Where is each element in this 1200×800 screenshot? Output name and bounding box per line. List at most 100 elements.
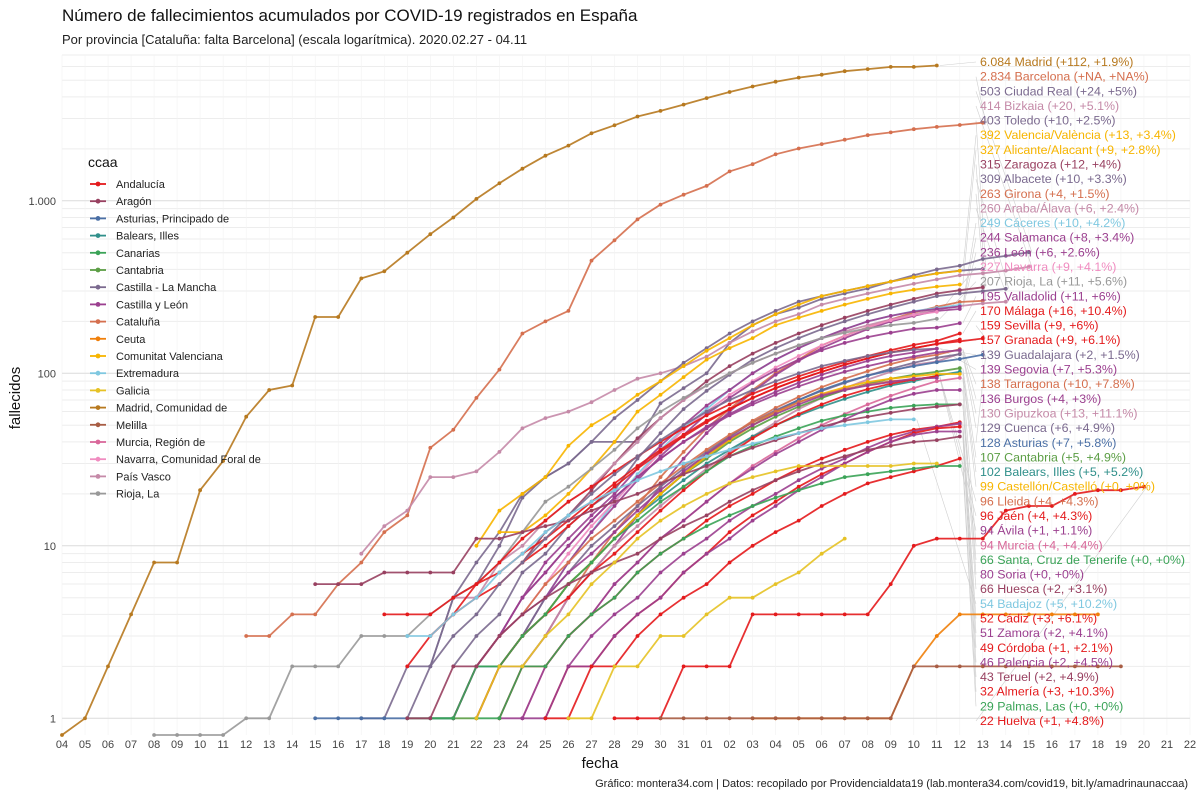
data-point [589,484,594,489]
data-point [888,716,893,721]
data-point [888,350,893,355]
data-point [727,388,732,392]
data-point [865,309,870,313]
series-melilla [658,664,1123,721]
y-axis-ticks: 1 10 100 1.000 [28,196,56,726]
legend-item: Ceuta [90,334,146,346]
data-point [773,357,778,362]
data-point [1073,612,1077,617]
data-point [957,456,962,461]
data-point [819,343,824,348]
data-point [934,350,939,355]
end-label: 236 León (+6, +2.6%) [980,245,1100,259]
series-huelva [612,484,1146,721]
data-point [497,582,502,586]
end-label: 195 Valladolid (+11, +6%) [980,289,1121,303]
data-point [865,297,870,301]
data-point [428,232,433,237]
label-connector [975,354,987,443]
legend-marker [95,474,101,479]
legend-marker [95,491,101,496]
data-point [888,359,893,363]
x-tick-label: 05 [79,739,91,751]
data-point [612,551,617,556]
data-point [842,362,847,367]
data-point [750,162,755,167]
data-point [888,362,893,366]
data-point [773,341,778,345]
data-point [842,413,847,418]
data-point [842,536,847,541]
data-point [681,426,686,431]
data-point [658,595,663,600]
data-point [819,369,824,374]
data-point [865,472,870,477]
data-point [474,612,479,617]
data-point [612,634,617,638]
end-label: 315 Zaragoza (+12, +4%) [980,158,1121,172]
data-point [773,379,778,384]
legend-label: Cataluña [116,317,161,329]
data-point [681,570,686,575]
data-point [957,402,962,407]
data-point [566,582,571,586]
data-point [658,488,663,493]
data-point [727,364,732,368]
data-point [865,364,870,368]
data-point [796,315,801,320]
data-point [842,319,847,324]
x-tick-label: 13 [977,739,989,751]
data-point [566,551,571,556]
data-point [497,612,502,617]
data-point [681,456,686,461]
legend-marker [95,353,101,359]
x-tick-label: 22 [470,739,482,751]
data-point [796,299,801,304]
data-point [980,285,985,290]
data-point [497,543,502,548]
data-point [566,409,571,414]
legend-item: Navarra, Comunidad Foral de [90,454,261,466]
data-point [819,385,824,390]
data-point [796,331,801,336]
data-point [957,664,962,669]
legend-label: País Vasco [116,471,171,483]
data-point [520,560,525,565]
data-point [704,664,709,669]
data-point [313,716,318,721]
data-point [474,582,479,586]
data-point [934,429,939,434]
end-label: 170 Málaga (+16, +10.4%) [980,304,1127,318]
data-point [796,412,801,416]
data-point [819,426,824,431]
data-point [796,570,801,575]
data-point [934,664,939,669]
data-point [658,401,663,406]
data-point [589,492,594,496]
data-point [1003,612,1008,617]
data-point [911,281,916,286]
data-point [819,72,824,77]
data-point [1050,612,1054,617]
end-label: 138 Tarragona (+10, +7.8%) [980,377,1135,391]
data-point [842,327,847,332]
data-point [888,469,893,474]
data-point [1096,488,1100,493]
label-connector [975,208,1010,302]
data-point [773,323,778,328]
data-point [980,289,985,294]
data-point [796,384,801,389]
x-tick-label: 22 [1184,739,1196,751]
legend-marker [95,302,101,307]
label-connector [962,310,977,334]
data-point [865,373,870,378]
data-point [796,354,801,358]
data-point [359,560,364,565]
end-label: 6.084 Madrid (+112, +1.9%) [980,55,1133,69]
data-point [681,450,686,454]
data-point [727,499,732,504]
data-point [704,536,709,541]
data-point [727,447,732,452]
data-point [382,530,387,534]
end-label: 32 Almería (+3, +10.3%) [980,685,1114,699]
